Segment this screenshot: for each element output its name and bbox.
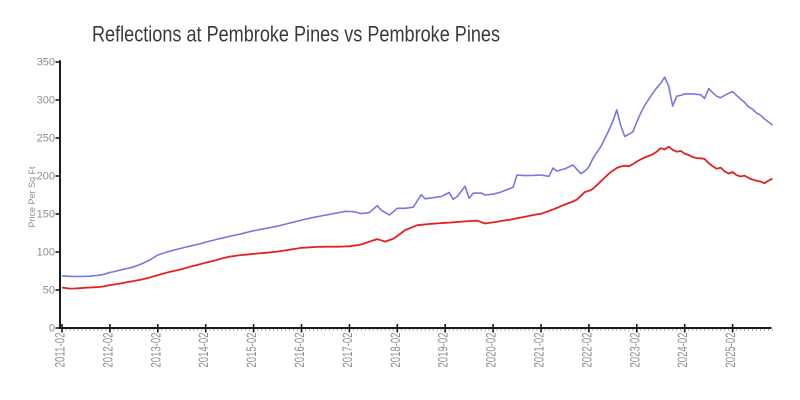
- svg-text:2023-02: 2023-02: [626, 332, 642, 367]
- svg-text:2018-02: 2018-02: [387, 332, 403, 367]
- svg-text:350: 350: [37, 57, 55, 69]
- svg-text:2019-02: 2019-02: [435, 332, 451, 367]
- svg-text:2014-02: 2014-02: [195, 332, 211, 367]
- svg-text:2017-02: 2017-02: [339, 332, 355, 367]
- svg-text:2024-02: 2024-02: [674, 332, 690, 367]
- svg-text:2025-02: 2025-02: [722, 332, 738, 367]
- svg-text:200: 200: [37, 171, 55, 183]
- svg-text:2012-02: 2012-02: [99, 332, 115, 367]
- svg-text:150: 150: [37, 209, 55, 221]
- svg-text:Reflections at Pembroke Pines: Reflections at Pembroke Pines vs Pembrok…: [92, 22, 500, 47]
- svg-text:2022-02: 2022-02: [578, 332, 594, 367]
- svg-text:50: 50: [43, 285, 55, 297]
- svg-text:Price Per Sq Ft: Price Per Sq Ft: [27, 166, 37, 228]
- svg-text:2021-02: 2021-02: [531, 332, 547, 367]
- svg-text:300: 300: [37, 95, 55, 107]
- svg-text:250: 250: [37, 133, 55, 145]
- svg-text:2013-02: 2013-02: [147, 332, 163, 367]
- svg-text:100: 100: [37, 247, 55, 259]
- svg-text:2011-02: 2011-02: [52, 332, 68, 367]
- svg-text:0: 0: [49, 323, 55, 335]
- svg-text:2020-02: 2020-02: [483, 332, 499, 367]
- svg-text:2016-02: 2016-02: [291, 332, 307, 367]
- svg-text:2015-02: 2015-02: [243, 332, 259, 367]
